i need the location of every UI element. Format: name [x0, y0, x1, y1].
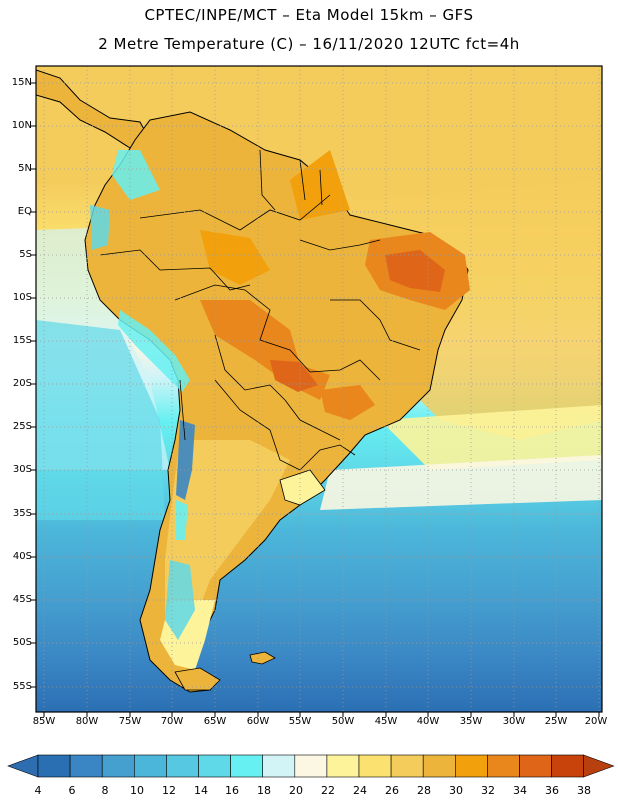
- colorbar-label: 22: [321, 784, 335, 797]
- colorbar-swatch: [454, 754, 488, 778]
- atlantic-cool-band: [320, 455, 602, 510]
- colorbar-label: 32: [481, 784, 495, 797]
- lat-label-30s: 30S: [12, 464, 32, 475]
- colorbar-label: 4: [34, 784, 42, 797]
- pantanal-hot-core: [270, 360, 318, 392]
- lat-label-35s: 35S: [12, 508, 32, 519]
- lon-label-65w: 65W: [203, 716, 227, 727]
- colorbar-swatch: [326, 754, 360, 778]
- lat-label-50s: 50S: [12, 637, 32, 648]
- lon-label-55w: 55W: [288, 716, 312, 727]
- colorbar-swatch: [37, 754, 71, 778]
- amazon-warm-patch: [200, 230, 270, 285]
- uruguay-region: [279, 469, 326, 506]
- south-andes-cold: [176, 500, 188, 540]
- lon-label-40w: 40W: [416, 716, 440, 727]
- map-title: CPTEC/INPE/MCT – Eta Model 15km – GFS: [144, 6, 474, 24]
- colorbar-label: 12: [162, 784, 176, 797]
- southeast-hot-patch: [320, 385, 375, 420]
- colorbar-label: 26: [385, 784, 399, 797]
- guianas-warm-patch: [290, 150, 350, 220]
- colorbar-swatch: [198, 754, 231, 778]
- central-andes-cold: [176, 420, 195, 500]
- lon-label-75w: 75W: [118, 716, 142, 727]
- colorbar-label: 36: [545, 784, 559, 797]
- lat-label-5s: 5S: [19, 249, 32, 260]
- lat-label-55s: 55S: [12, 681, 32, 692]
- colorbar-label: 8: [101, 784, 109, 797]
- north-andes-cold: [112, 150, 160, 200]
- colorbar-swatch: [519, 754, 552, 778]
- axis-ticks: [31, 82, 600, 717]
- map-frame: [35, 65, 603, 713]
- colorbar-swatch: [166, 754, 199, 778]
- lon-label-20w: 20W: [584, 716, 608, 727]
- colorbar: [7, 754, 615, 778]
- colorbar-swatch: [69, 754, 103, 778]
- colorbar-low-arrow: [7, 754, 39, 778]
- lon-label-60w: 60W: [246, 716, 270, 727]
- lat-label-10n: 10N: [11, 120, 32, 131]
- colorbar-label: 14: [194, 784, 208, 797]
- map-subtitle: 2 Metre Temperature (C) – 16/11/2020 12U…: [98, 35, 520, 53]
- map-area: [36, 66, 602, 712]
- lon-label-35w: 35W: [459, 716, 483, 727]
- lon-label-30w: 30W: [502, 716, 526, 727]
- colorbar-label: 34: [513, 784, 527, 797]
- colorbar-label: 20: [289, 784, 303, 797]
- colorbar-swatch: [294, 754, 328, 778]
- lon-label-85w: 85W: [32, 716, 56, 727]
- colorbar-label: 28: [417, 784, 431, 797]
- lon-label-25w: 25W: [544, 716, 568, 727]
- lat-label-eq: EQ: [17, 206, 32, 217]
- lat-label-40s: 40S: [12, 551, 32, 562]
- colorbar-swatch: [101, 754, 135, 778]
- colorbar-swatch: [422, 754, 456, 778]
- country-borders: [99, 149, 421, 471]
- lat-label-5n: 5N: [18, 163, 32, 174]
- lat-label-15s: 15S: [12, 335, 32, 346]
- lat-label-25s: 25S: [12, 421, 32, 432]
- lon-label-80w: 80W: [75, 716, 99, 727]
- colorbar-label: 16: [225, 784, 239, 797]
- southern-cone-mild: [165, 440, 290, 650]
- colorbar-label: 18: [257, 784, 271, 797]
- colorbar-swatch: [390, 754, 424, 778]
- colorbar-swatch: [358, 754, 392, 778]
- tierra-del-fuego: [174, 667, 221, 691]
- lon-label-45w: 45W: [374, 716, 398, 727]
- lat-label-45s: 45S: [12, 594, 32, 605]
- colorbar-swatch: [230, 754, 264, 778]
- ecuador-andes-cold: [90, 205, 110, 250]
- atlantic-mild-region: [380, 405, 602, 470]
- peru-andes-cold: [118, 310, 190, 392]
- lon-label-50w: 50W: [331, 716, 355, 727]
- colorbar-swatch: [262, 754, 296, 778]
- northeast-brazil-hottest: [385, 250, 445, 292]
- colorbar-label: 30: [449, 784, 463, 797]
- colorbar-label: 38: [577, 784, 591, 797]
- falkland-islands: [249, 651, 276, 665]
- colorbar-label: 24: [353, 784, 367, 797]
- caribbean-warm-region: [36, 66, 602, 200]
- colorbar-swatch: [487, 754, 520, 778]
- colorbar-high-arrow: [583, 754, 615, 778]
- colorbar-swatch: [134, 754, 167, 778]
- colorbar-swatch: [551, 754, 584, 778]
- lat-label-15n: 15N: [11, 77, 32, 88]
- lon-label-70w: 70W: [160, 716, 184, 727]
- colorbar-label: 6: [68, 784, 76, 797]
- colorbar-label: 10: [130, 784, 144, 797]
- lat-label-10s: 10S: [12, 292, 32, 303]
- lat-label-20s: 20S: [12, 378, 32, 389]
